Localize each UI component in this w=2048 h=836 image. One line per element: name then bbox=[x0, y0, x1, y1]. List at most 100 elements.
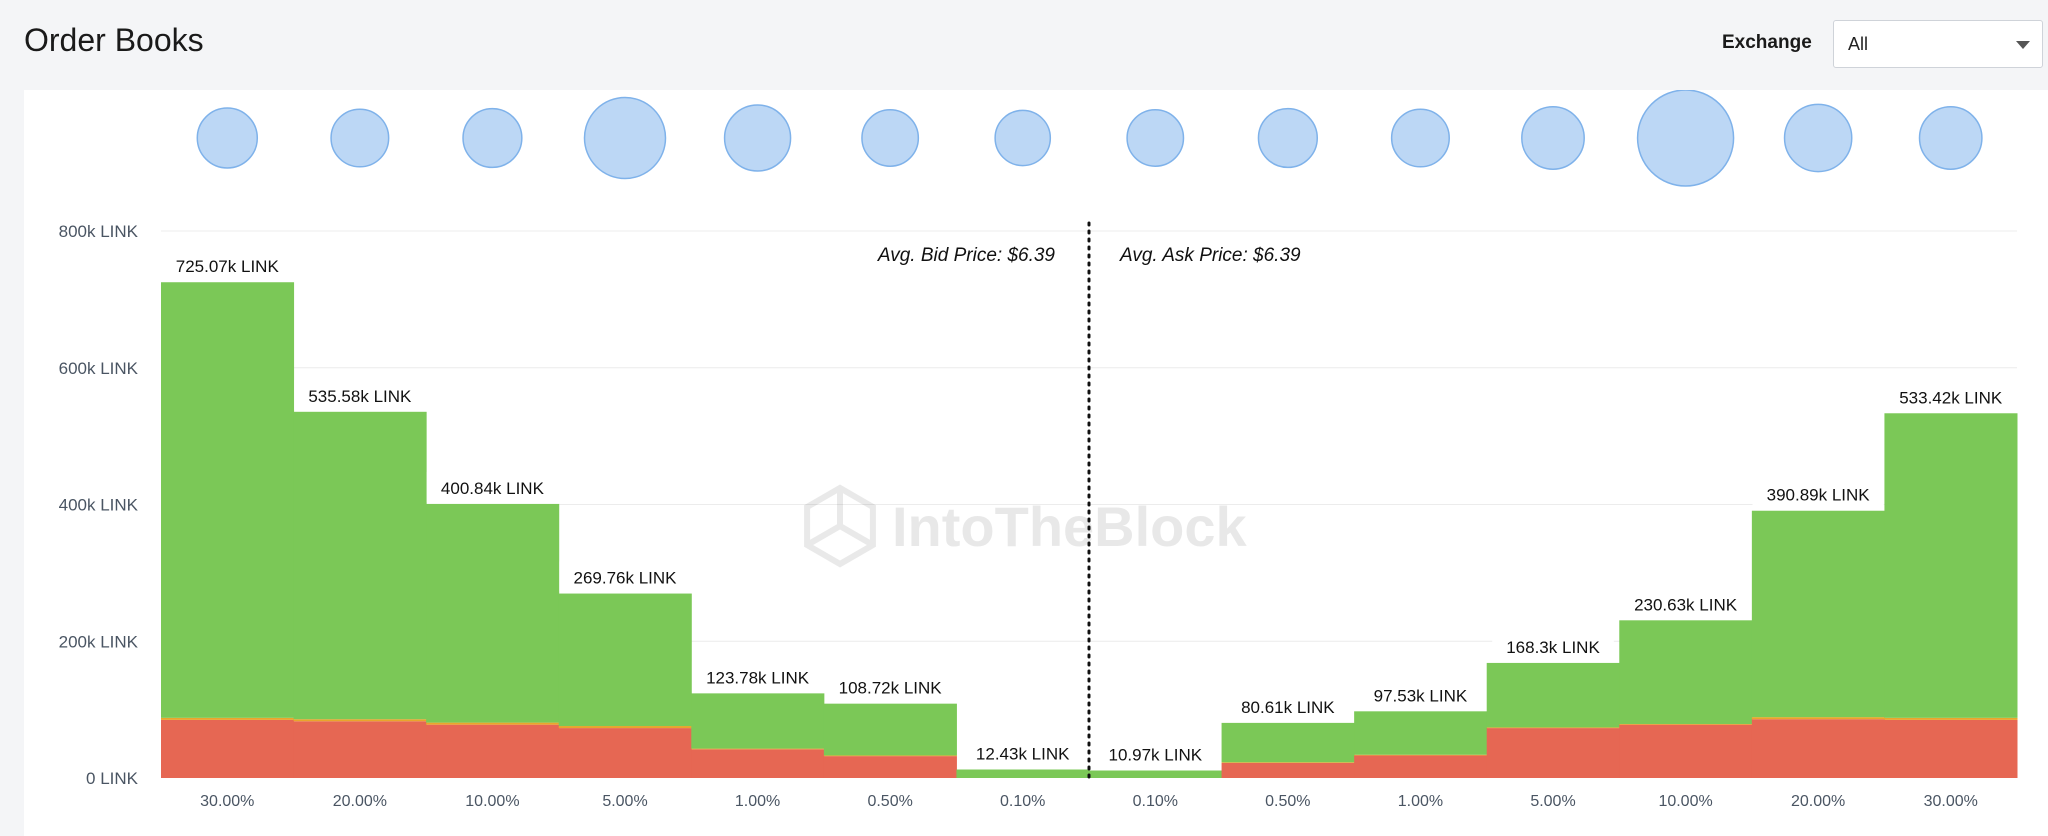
data-label-bg bbox=[961, 737, 1084, 768]
bar-segment-2 bbox=[558, 593, 692, 727]
data-label-bg bbox=[1492, 630, 1614, 661]
bar-segment-2 bbox=[293, 411, 427, 720]
watermark-logo-icon bbox=[804, 484, 876, 568]
liquidity-bubble bbox=[994, 109, 1052, 167]
data-label: 535.58k LINK bbox=[308, 387, 412, 406]
x-tick-label: 20.00% bbox=[333, 793, 387, 810]
x-tick-label: 5.00% bbox=[602, 793, 647, 810]
data-label-bg bbox=[1094, 738, 1217, 769]
bar-segment-1 bbox=[161, 717, 295, 720]
liquidity-bubble bbox=[1257, 107, 1319, 169]
bar-segment-0 bbox=[1619, 724, 1753, 778]
watermark-text: IntoTheBlock bbox=[892, 495, 1248, 558]
y-tick-label: 600k LINK bbox=[59, 359, 139, 378]
data-label-bg bbox=[1885, 381, 2017, 412]
data-label: 123.78k LINK bbox=[706, 668, 810, 687]
bar-segment-1 bbox=[1619, 723, 1753, 725]
data-label: 108.72k LINK bbox=[839, 679, 943, 698]
data-label: 80.61k LINK bbox=[1241, 698, 1335, 717]
data-label: 269.76k LINK bbox=[573, 569, 677, 588]
liquidity-bubble bbox=[1636, 90, 1735, 187]
liquidity-bubble bbox=[1126, 109, 1185, 167]
avg-ask-price-annotation: Avg. Ask Price: $6.39 bbox=[1119, 245, 1301, 266]
liquidity-bubble bbox=[1783, 103, 1853, 173]
bar-segment-1 bbox=[558, 726, 692, 729]
data-label: 390.89k LINK bbox=[1767, 486, 1871, 505]
x-tick-label: 10.00% bbox=[1658, 793, 1712, 810]
x-tick-label: 5.00% bbox=[1530, 793, 1575, 810]
data-label: 10.97k LINK bbox=[1109, 745, 1203, 764]
bar-segment-2 bbox=[1751, 510, 1885, 718]
bar-segment-2 bbox=[823, 703, 957, 756]
bar-segment-0 bbox=[1221, 762, 1355, 778]
liquidity-bubble bbox=[462, 107, 523, 169]
data-label: 400.84k LINK bbox=[441, 479, 545, 498]
bar-segment-1 bbox=[1354, 754, 1488, 756]
data-label: 725.07k LINK bbox=[176, 257, 280, 276]
y-tick-label: 800k LINK bbox=[59, 222, 139, 241]
top-bar: Order Books Exchange All bbox=[0, 0, 2048, 90]
data-label-bg bbox=[1752, 478, 1884, 509]
exchange-select-value: All bbox=[1848, 34, 1869, 54]
bar-segment-2 bbox=[1619, 620, 1753, 724]
liquidity-bubble bbox=[330, 108, 390, 168]
bar-segment-2 bbox=[426, 503, 560, 723]
data-label: 12.43k LINK bbox=[976, 745, 1070, 764]
data-label-bg bbox=[824, 671, 956, 702]
bar-segment-1 bbox=[1751, 717, 1885, 720]
data-label-bg bbox=[691, 661, 824, 692]
data-label: 533.42k LINK bbox=[1899, 388, 2003, 407]
bar-segment-0 bbox=[161, 719, 295, 778]
bar-segment-1 bbox=[691, 748, 825, 750]
data-label-bg bbox=[1619, 588, 1752, 619]
data-label: 97.53k LINK bbox=[1374, 686, 1468, 705]
bar-segment-2 bbox=[956, 769, 1090, 778]
bar-segment-1 bbox=[1486, 727, 1620, 729]
liquidity-bubble bbox=[1918, 106, 1983, 170]
data-label-bg bbox=[426, 471, 559, 502]
data-label: 230.63k LINK bbox=[1634, 595, 1738, 614]
liquidity-bubble bbox=[196, 107, 259, 169]
bar-segment-2 bbox=[691, 693, 825, 749]
bar-segment-0 bbox=[558, 728, 692, 778]
y-tick-label: 200k LINK bbox=[59, 632, 139, 651]
bar-segment-1 bbox=[293, 719, 427, 722]
data-label-bg bbox=[1359, 679, 1482, 710]
x-tick-label: 0.50% bbox=[867, 793, 912, 810]
liquidity-bubble bbox=[861, 109, 920, 167]
page-title: Order Books bbox=[24, 22, 204, 58]
bar-segment-2 bbox=[1221, 722, 1355, 763]
bar-segment-1 bbox=[823, 755, 957, 757]
chart-card: 0 LINK 200k LINK 400k LINK 600k LINK 800k LI… bbox=[24, 90, 2048, 836]
chevron-down-icon bbox=[2016, 41, 2030, 49]
data-label-bg bbox=[559, 561, 691, 592]
order-book-chart: 0 LINK 200k LINK 400k LINK 600k LINK 800k LI… bbox=[59, 90, 2018, 810]
avg-bid-price-annotation: Avg. Bid Price: $6.39 bbox=[877, 245, 1056, 266]
exchange-select[interactable]: All bbox=[1833, 20, 2043, 68]
liquidity-bubble bbox=[1521, 106, 1585, 170]
liquidity-bubble bbox=[583, 96, 667, 180]
bar-segment-0 bbox=[1884, 719, 2018, 778]
bar-segment-1 bbox=[1221, 762, 1355, 763]
liquidity-bubble bbox=[723, 104, 792, 172]
data-label-bg bbox=[1227, 690, 1349, 721]
x-tick-label: 10.00% bbox=[465, 793, 519, 810]
bar-segment-0 bbox=[1751, 719, 1885, 778]
y-tick-label: 0 LINK bbox=[86, 769, 139, 788]
bar-segment-2 bbox=[1884, 413, 2018, 718]
y-tick-label: 400k LINK bbox=[59, 496, 139, 515]
bar-segment-2 bbox=[1089, 770, 1223, 778]
x-tick-label: 20.00% bbox=[1791, 793, 1845, 810]
bar-segment-0 bbox=[1486, 728, 1620, 778]
bar-segment-2 bbox=[1486, 662, 1620, 728]
bar-segment-0 bbox=[293, 721, 427, 778]
bar-segment-2 bbox=[1354, 711, 1488, 755]
bar-segment-2 bbox=[161, 282, 295, 718]
x-tick-label: 0.10% bbox=[1000, 793, 1045, 810]
data-label: 168.3k LINK bbox=[1506, 638, 1600, 657]
x-tick-label: 1.00% bbox=[1398, 793, 1443, 810]
bar-segment-0 bbox=[1354, 755, 1488, 778]
bar-segment-0 bbox=[426, 724, 560, 778]
bar-segment-1 bbox=[426, 722, 560, 725]
x-tick-label: 30.00% bbox=[200, 793, 254, 810]
